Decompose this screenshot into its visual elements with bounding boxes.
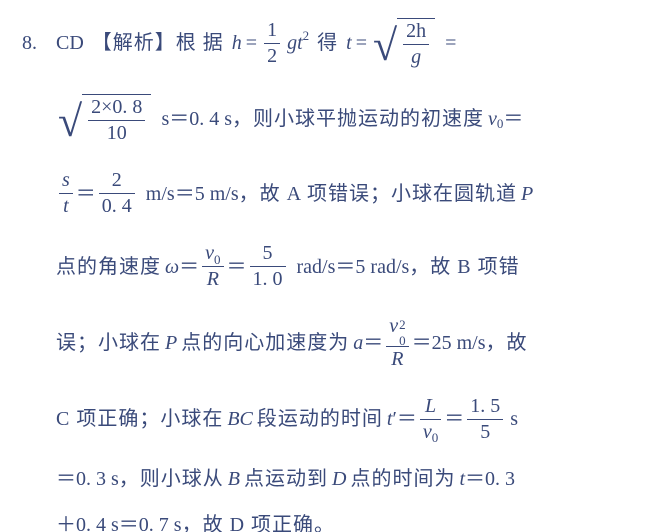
text: ，故 B 项错 bbox=[409, 257, 519, 277]
equals: ＝ bbox=[397, 409, 417, 429]
var-a: a bbox=[353, 333, 363, 353]
text: 段运动的时间 bbox=[257, 409, 383, 429]
equals: ＝ bbox=[412, 333, 432, 353]
value: 25 m/s bbox=[432, 333, 486, 353]
value: 5 m/s bbox=[195, 184, 239, 204]
equals: ＝ bbox=[335, 257, 355, 277]
fraction: 1. 5 5 bbox=[467, 396, 503, 443]
numerator: 1 bbox=[264, 20, 280, 41]
equals: = bbox=[356, 33, 367, 53]
fraction: 2 0. 4 bbox=[99, 170, 135, 217]
equals: = bbox=[445, 33, 456, 53]
text: 得 bbox=[317, 33, 338, 53]
line-2: √ 2×0. 8 10 s ＝ 0. 4 s ，则小球平抛运动的初速度 v 0 … bbox=[22, 94, 638, 144]
plus: ＋ bbox=[56, 515, 76, 532]
fraction: 5 1. 0 bbox=[250, 243, 286, 290]
equals: ＝ bbox=[444, 409, 464, 429]
equals: ＝ bbox=[175, 184, 195, 204]
denominator: 2 bbox=[264, 46, 280, 67]
var-h: h bbox=[232, 33, 242, 53]
solution-block: 8. CD 【解析】 根 据 h = 1 2 g t 2 得 t = √ 2h bbox=[0, 0, 660, 532]
unit: rad/s bbox=[297, 257, 336, 277]
text: ，故 D 项正确。 bbox=[182, 515, 335, 532]
value: 0. 7 s bbox=[139, 515, 182, 532]
equals: ＝ bbox=[56, 469, 76, 489]
line-7: ＝ 0. 3 s ，则小球从 B 点运动到 D 点的时间为 t ＝ 0. 3 bbox=[22, 469, 638, 489]
line-5: 误；小球在 P 点的向心加速度为 a ＝ v20 R ＝ 25 m/s ，故 bbox=[22, 316, 638, 370]
equals: ＝ bbox=[119, 515, 139, 532]
fraction: v20 R bbox=[386, 316, 408, 370]
equals: ＝ bbox=[227, 257, 247, 277]
text: ，故 A 项错误；小球在圆轨道 bbox=[239, 184, 517, 204]
sqrt: √ 2h g bbox=[373, 18, 435, 68]
sqrt: √ 2×0. 8 10 bbox=[58, 94, 151, 144]
equals: ＝ bbox=[465, 469, 485, 489]
var-P: P bbox=[521, 184, 533, 204]
line-4: 点的角速度 ω ＝ v0 R ＝ 5 1. 0 rad/s ＝ 5 rad/s … bbox=[22, 243, 638, 290]
sup-2: 2 bbox=[303, 29, 310, 42]
answer-letters: CD bbox=[56, 33, 84, 53]
fraction-half: 1 2 bbox=[264, 20, 280, 67]
value: 0. 4 s bbox=[76, 515, 119, 532]
value: 5 rad/s bbox=[355, 257, 409, 277]
equals: ＝ bbox=[363, 333, 383, 353]
text: ，则小球从 bbox=[119, 469, 224, 489]
text: 点的向心加速度为 bbox=[181, 333, 349, 353]
text: 点的时间为 bbox=[350, 469, 455, 489]
fraction: 2×0. 8 10 bbox=[88, 97, 145, 144]
var-B: B bbox=[228, 469, 240, 489]
text: 根 据 bbox=[176, 33, 224, 53]
fraction: s t bbox=[59, 170, 73, 217]
line-8: ＋ 0. 4 s ＝ 0. 7 s ，故 D 项正确。 bbox=[22, 515, 638, 532]
var-v: v bbox=[488, 109, 497, 129]
value: 0. 3 bbox=[485, 469, 515, 489]
line-1: 8. CD 【解析】 根 据 h = 1 2 g t 2 得 t = √ 2h bbox=[22, 18, 638, 68]
fraction: 2h g bbox=[403, 21, 429, 68]
equals: ＝ bbox=[76, 184, 96, 204]
sub-0: 0 bbox=[497, 117, 504, 130]
unit-s: s bbox=[510, 409, 518, 429]
value: 0. 3 s bbox=[76, 469, 119, 489]
var-BC: BC bbox=[227, 409, 253, 429]
analysis-label: 【解析】 bbox=[92, 33, 176, 53]
equals: ＝ bbox=[169, 109, 189, 129]
line-6: C 项正确；小球在 BC 段运动的时间 t ′ ＝ L v0 ＝ 1. 5 5 … bbox=[22, 396, 638, 443]
fraction: v0 R bbox=[202, 243, 223, 290]
text: 误；小球在 bbox=[56, 333, 161, 353]
var-omega: ω bbox=[165, 257, 179, 277]
unit: m/s bbox=[146, 184, 175, 204]
var-P: P bbox=[165, 333, 177, 353]
equals: ＝ bbox=[503, 109, 523, 129]
value: 0. 4 s bbox=[189, 109, 232, 129]
fraction: L v0 bbox=[420, 396, 441, 443]
var-D: D bbox=[332, 469, 346, 489]
unit-s: s bbox=[161, 109, 169, 129]
var-t: t bbox=[346, 33, 352, 53]
text: 点运动到 bbox=[244, 469, 328, 489]
var-g: g bbox=[287, 33, 297, 53]
equals: = bbox=[246, 33, 257, 53]
question-number: 8. bbox=[22, 33, 56, 53]
text: C 项正确；小球在 bbox=[56, 409, 223, 429]
equals: ＝ bbox=[179, 257, 199, 277]
text: ，故 bbox=[486, 333, 528, 353]
text: ，则小球平抛运动的初速度 bbox=[232, 109, 484, 129]
line-3: s t ＝ 2 0. 4 m/s ＝ 5 m/s ，故 A 项错误；小球在圆轨道… bbox=[22, 170, 638, 217]
text: 点的角速度 bbox=[56, 257, 161, 277]
